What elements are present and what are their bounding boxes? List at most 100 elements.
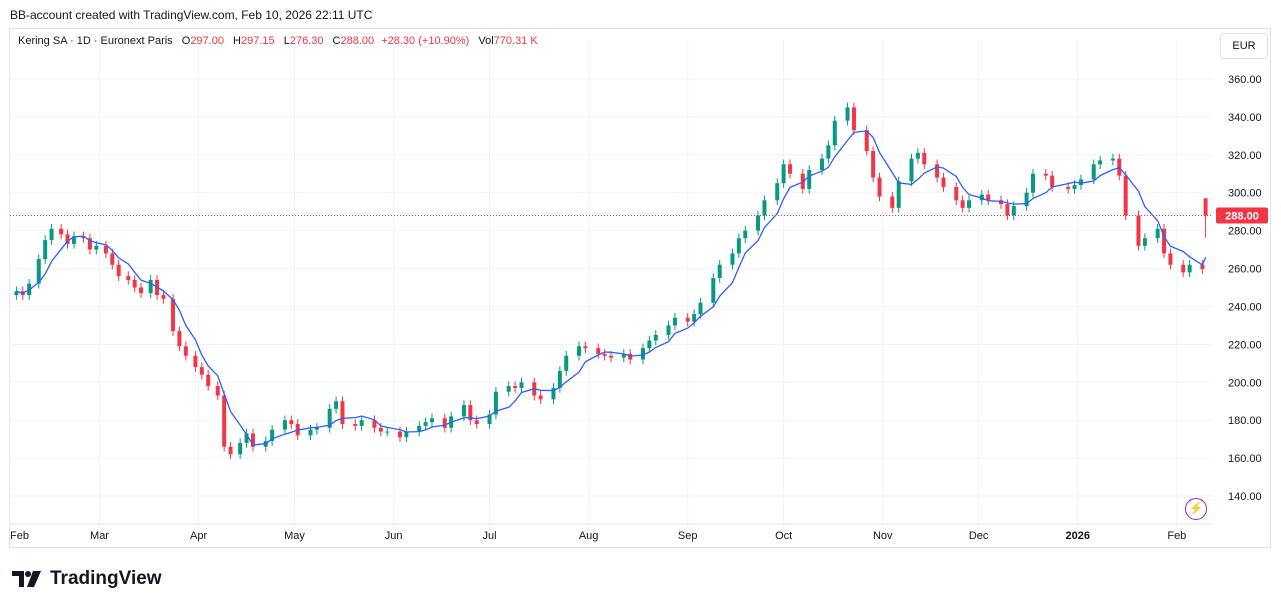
candle-body <box>1005 204 1010 216</box>
last-price-line: 288.00 <box>10 207 1268 224</box>
candle-body <box>289 420 294 424</box>
candle-body <box>915 152 920 159</box>
brand-name: TradingView <box>50 568 162 589</box>
candle-body <box>417 425 422 432</box>
candle-body <box>132 279 137 288</box>
candle-body <box>65 234 70 244</box>
candle-body <box>967 200 972 208</box>
candle-body <box>103 245 108 254</box>
candle-body <box>487 414 492 424</box>
candle-body <box>87 238 92 250</box>
y-tick-label: 160.00 <box>1228 453 1262 465</box>
candle-body <box>126 276 131 280</box>
candle-body <box>711 278 716 303</box>
candle-body <box>1072 185 1077 189</box>
y-tick-label: 240.00 <box>1228 301 1262 313</box>
candle-body <box>423 422 428 426</box>
candle-body <box>666 325 671 335</box>
x-tick-label: 2026 <box>1065 530 1089 542</box>
candle-body <box>864 130 869 151</box>
candles <box>14 102 1208 460</box>
candle-body <box>314 427 319 430</box>
open-label: O <box>181 35 191 47</box>
candle-body <box>327 408 332 428</box>
candle-body <box>736 238 741 254</box>
candle-body <box>270 429 275 442</box>
x-tick-label: Sep <box>678 530 698 542</box>
candle-body <box>1155 228 1160 239</box>
candle-body <box>640 348 645 360</box>
y-tick-label: 360.00 <box>1228 74 1262 86</box>
y-tick-label: 320.00 <box>1228 150 1262 162</box>
currency-button[interactable]: EUR <box>1220 33 1268 59</box>
candle-body <box>49 228 54 241</box>
candle-body <box>557 370 562 388</box>
close-label: C <box>332 35 341 47</box>
candle-body <box>215 386 220 396</box>
x-tick-label: Feb <box>1167 530 1186 542</box>
candle-body <box>398 431 403 438</box>
y-tick-label: 300.00 <box>1228 188 1262 200</box>
x-tick-label: Feb <box>10 530 29 542</box>
candle-body <box>282 420 287 430</box>
x-tick-label: May <box>284 530 305 542</box>
candle-body <box>506 386 511 392</box>
candle-body <box>1098 160 1103 165</box>
grid <box>9 40 1212 527</box>
candle-body <box>71 236 76 244</box>
candle-body <box>206 374 211 387</box>
candle-body <box>139 287 144 294</box>
y-tick-label: 280.00 <box>1228 226 1262 238</box>
candle-body <box>896 181 901 208</box>
lightning-icon[interactable]: ⚡ <box>1185 498 1207 520</box>
y-tick-label: 340.00 <box>1228 112 1262 124</box>
candle-body <box>775 183 780 201</box>
candle-body <box>999 200 1004 205</box>
candle-body <box>1123 175 1128 216</box>
x-tick-label: Apr <box>190 530 207 542</box>
candle-body <box>730 253 735 265</box>
candle-body <box>922 152 927 165</box>
candle-body <box>183 346 188 356</box>
candle-body <box>807 169 812 189</box>
candle-body <box>404 431 409 438</box>
candle-body <box>692 314 697 322</box>
candle-body <box>116 264 121 277</box>
y-tick-label: 200.00 <box>1228 377 1262 389</box>
tradingview-logo[interactable]: TradingView <box>12 568 162 590</box>
candle-body <box>621 353 626 358</box>
ohlc-legend: Kering SA · 1D · Euronext Paris O297.00 … <box>18 35 538 47</box>
low-label: L <box>283 35 290 47</box>
candle-body <box>1066 187 1071 189</box>
candle-body <box>1050 175 1055 188</box>
candle-body <box>1078 179 1083 186</box>
candle-body <box>832 120 837 146</box>
candle-body <box>596 348 601 354</box>
candle-body <box>385 431 390 433</box>
candle-body <box>1043 173 1048 176</box>
candle-body <box>378 427 383 432</box>
candle-body <box>564 355 569 371</box>
candle-body <box>199 367 204 375</box>
candle-body <box>110 253 115 265</box>
candle-body <box>513 386 518 388</box>
candle-body <box>941 177 946 188</box>
candle-body <box>429 418 434 423</box>
candle-body <box>653 334 658 341</box>
x-axis: Feb Mar Apr May Jun Jul Aug Sep Oct Nov Dec 2026 Feb <box>10 530 1186 542</box>
candle-body <box>845 107 850 121</box>
candle-body <box>851 107 856 131</box>
candle-body <box>909 158 914 182</box>
high-label: H <box>233 35 241 47</box>
candle-body <box>372 420 377 428</box>
y-tick-label: 180.00 <box>1228 415 1262 427</box>
candle-body <box>762 200 767 216</box>
candle-body <box>340 401 345 424</box>
ma-line <box>16 130 1207 446</box>
candle-body <box>986 194 991 201</box>
candle-body <box>935 164 940 178</box>
candle-body <box>14 291 19 296</box>
candle-body <box>353 424 358 426</box>
y-tick-label: 140.00 <box>1228 491 1262 503</box>
